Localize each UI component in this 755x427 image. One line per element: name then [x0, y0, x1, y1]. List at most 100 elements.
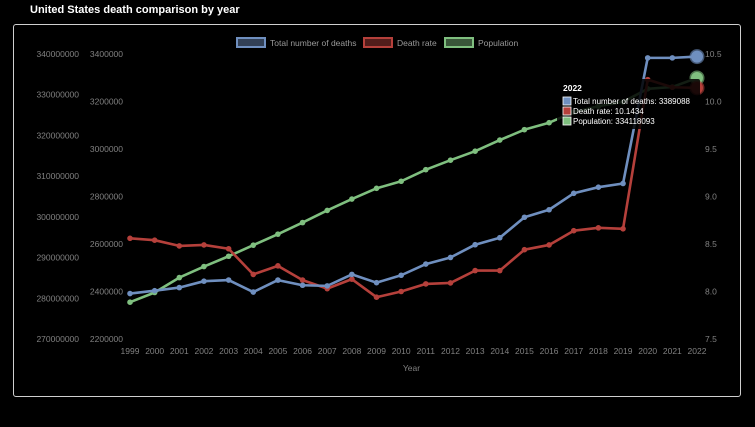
data-point: [496, 234, 503, 241]
y-tick-deaths: 3400000: [90, 49, 123, 59]
y-tick-population: 280000000: [36, 293, 79, 303]
data-point: [324, 207, 331, 214]
data-point: [299, 282, 306, 289]
tooltip-box: [557, 79, 700, 129]
data-point: [546, 206, 552, 213]
y-tick-population: 330000000: [36, 90, 79, 100]
data-point: [299, 219, 306, 226]
data-point: [201, 278, 207, 284]
x-tick-year: 2017: [564, 346, 583, 356]
data-point: [324, 283, 331, 289]
x-axis-label: Year: [403, 363, 420, 373]
data-point: [225, 245, 232, 252]
y-tick-death-rate: 9.5: [705, 144, 717, 154]
x-tick-year: 2019: [614, 346, 633, 356]
data-point: [689, 49, 705, 65]
y-tick-population: 270000000: [36, 334, 79, 344]
x-tick-year: 2020: [638, 346, 657, 356]
x-tick-year: 2000: [145, 346, 164, 356]
data-point: [521, 126, 528, 133]
data-point: [521, 246, 528, 253]
data-point: [644, 55, 651, 61]
legend-swatch: [444, 37, 474, 48]
data-point: [250, 242, 257, 248]
data-point: [570, 190, 577, 197]
x-tick-year: 2010: [392, 346, 411, 356]
x-tick-year: 2011: [417, 346, 436, 356]
data-point: [151, 287, 158, 294]
y-tick-death-rate: 10.0: [705, 97, 722, 107]
data-point: [151, 237, 158, 243]
y-tick-death-rate: 9.0: [705, 192, 717, 202]
x-tick-year: 2009: [367, 346, 386, 356]
legend-swatch: [236, 37, 266, 48]
data-point: [595, 225, 602, 231]
data-point: [447, 254, 454, 261]
data-point: [423, 261, 429, 267]
x-tick-year: 2021: [663, 346, 682, 356]
data-point: [127, 290, 133, 297]
x-tick-year: 2003: [219, 346, 238, 356]
x-tick-year: 2007: [318, 346, 337, 356]
data-point: [472, 241, 478, 248]
data-point: [127, 235, 133, 242]
data-point: [447, 157, 454, 164]
data-point: [250, 271, 257, 278]
x-tick-year: 2013: [466, 346, 485, 356]
data-point: [373, 294, 380, 301]
data-point: [127, 299, 133, 305]
data-point: [176, 274, 183, 281]
data-point: [373, 279, 380, 286]
data-point: [275, 277, 281, 283]
data-point: [398, 288, 404, 295]
data-point: [398, 178, 404, 185]
data-point: [299, 277, 306, 283]
x-tick-year: 2008: [342, 346, 361, 356]
y-tick-deaths: 2600000: [90, 239, 123, 249]
data-point: [225, 253, 232, 260]
tooltip-line: Population: 334118093: [573, 117, 655, 126]
x-tick-year: 2022: [688, 346, 707, 356]
data-point: [546, 119, 552, 126]
data-point: [423, 166, 429, 173]
x-tick-year: 2015: [515, 346, 534, 356]
data-point: [521, 214, 528, 221]
data-point: [472, 148, 478, 154]
data-point: [349, 196, 355, 202]
chart-frame: [13, 24, 741, 397]
x-tick-year: 2016: [540, 346, 559, 356]
y-tick-deaths: 2800000: [90, 192, 123, 202]
data-point: [669, 55, 676, 61]
data-point: [546, 242, 552, 248]
data-point: [423, 281, 429, 287]
x-tick-year: 2005: [268, 346, 287, 356]
x-tick-year: 2001: [170, 346, 189, 356]
x-tick-year: 2006: [293, 346, 312, 356]
y-tick-death-rate: 8.5: [705, 239, 717, 249]
y-tick-population: 300000000: [36, 212, 79, 222]
data-point: [275, 231, 281, 237]
data-point: [349, 276, 355, 282]
y-tick-population: 310000000: [36, 171, 79, 181]
data-point: [201, 242, 207, 248]
x-tick-year: 2004: [244, 346, 263, 356]
series-line: [129, 55, 698, 295]
data-point: [398, 272, 404, 279]
data-point: [176, 284, 183, 291]
y-tick-population: 320000000: [36, 130, 79, 140]
data-point: [595, 184, 602, 190]
series-line: [129, 78, 698, 299]
y-tick-population: 290000000: [36, 253, 79, 263]
tooltip-title: 2022: [563, 83, 582, 93]
data-point: [225, 277, 232, 283]
x-tick-year: 2018: [589, 346, 608, 356]
data-point: [176, 243, 183, 249]
data-point: [250, 289, 257, 295]
data-point: [201, 263, 207, 270]
x-tick-year: 1999: [121, 346, 140, 356]
legend-label: Death rate: [397, 38, 437, 48]
tooltip-swatch: [562, 106, 572, 116]
chart-title: United States death comparison by year: [30, 4, 240, 16]
tooltip-swatch: [562, 116, 572, 126]
